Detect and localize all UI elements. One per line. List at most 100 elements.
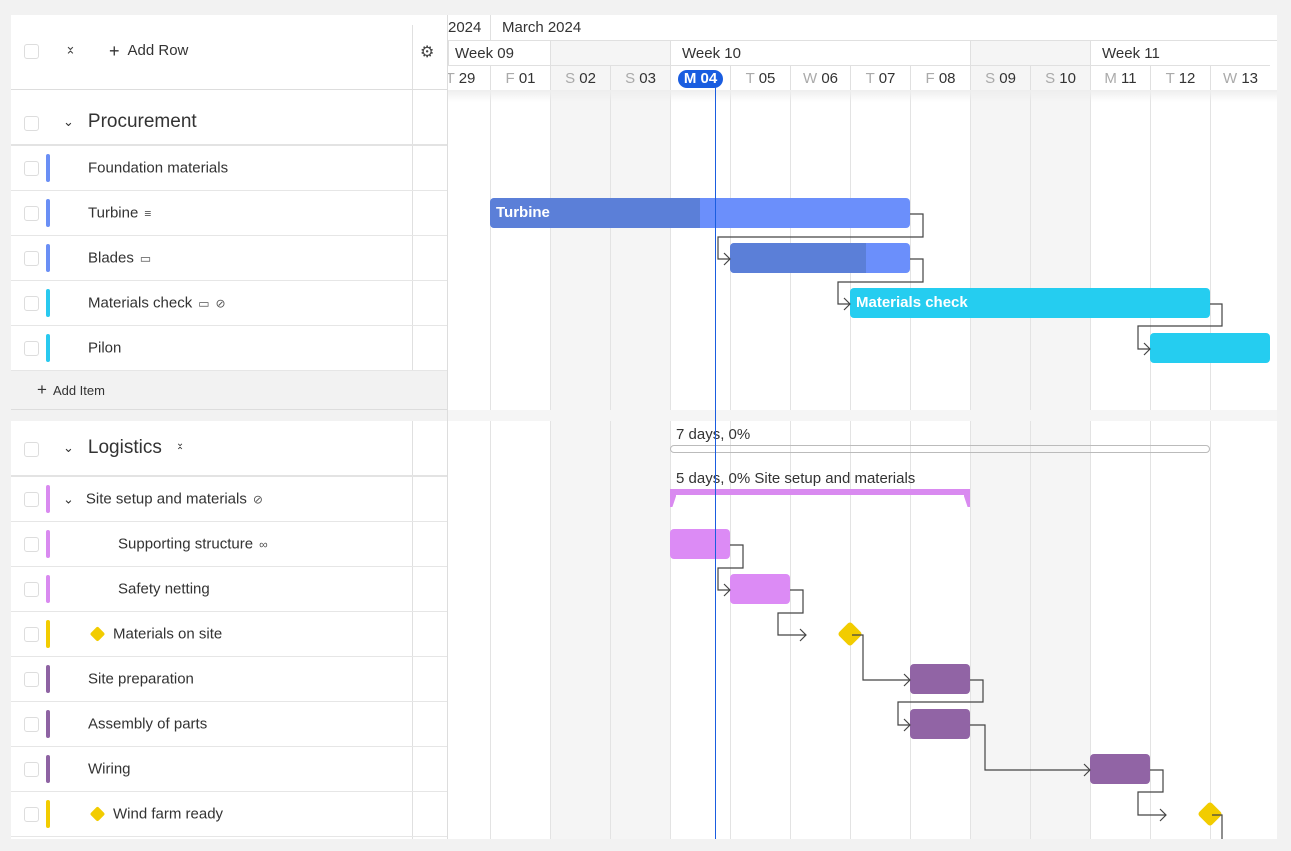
row-checkbox[interactable] (24, 442, 39, 457)
task-color-strip (46, 485, 50, 513)
task-bar[interactable] (910, 709, 970, 739)
header-shadow (448, 90, 1277, 102)
task-color-strip (46, 665, 50, 693)
row-checkbox[interactable] (24, 537, 39, 552)
task-color-strip (46, 620, 50, 648)
row-checkbox[interactable] (24, 492, 39, 507)
collapse-icon[interactable]: ⌄ ⌃ (175, 438, 185, 457)
task-bar[interactable] (910, 664, 970, 694)
link-icon[interactable]: ∞ (259, 537, 268, 551)
task-color-strip (46, 530, 50, 558)
parent-task-bracket[interactable] (670, 489, 970, 495)
row-checkbox[interactable] (24, 627, 39, 642)
day-header-11[interactable]: M 11 (1090, 65, 1150, 90)
progress-fill (730, 243, 866, 273)
day-header-01[interactable]: F 01 (490, 65, 550, 90)
group-gap (11, 410, 447, 421)
row-checkbox[interactable] (24, 807, 39, 822)
attachment-icon[interactable]: ⊘ (215, 296, 226, 310)
comment-icon[interactable]: ▭ (139, 251, 152, 265)
row-checkbox[interactable] (24, 341, 39, 356)
weekend-week-header (970, 40, 1090, 65)
chevron-down-icon[interactable]: ⌄ (63, 440, 74, 455)
task-row[interactable]: Foundation materials (11, 146, 447, 191)
task-bar[interactable] (670, 529, 730, 559)
day-gridline (790, 90, 791, 839)
task-color-strip (46, 710, 50, 738)
collapse-all-icon[interactable]: ⌄ ⌃ (65, 38, 76, 63)
task-bar[interactable] (1090, 754, 1150, 784)
milestone-marker[interactable] (837, 621, 863, 647)
task-bar[interactable] (730, 243, 910, 273)
row-checkbox[interactable] (24, 116, 39, 131)
row-checkbox[interactable] (24, 672, 39, 687)
summary-label: 5 days, 0% Site setup and materials (676, 470, 916, 487)
task-bar[interactable] (1150, 333, 1270, 363)
dependency-line[interactable] (852, 634, 910, 681)
row-checkbox[interactable] (24, 717, 39, 732)
task-name: Safety netting (118, 580, 210, 598)
bracket-end (964, 489, 970, 507)
task-row[interactable]: Supporting structure ∞ (11, 522, 447, 567)
day-header-04[interactable]: M 04 (670, 65, 730, 90)
task-bar[interactable]: Materials check (850, 288, 1210, 318)
settings-gear-icon[interactable]: ⚙ (420, 44, 435, 61)
add-item-button[interactable]: + Add Item (11, 371, 447, 410)
day-header-09[interactable]: S 09 (970, 65, 1030, 90)
progress-fill (490, 198, 700, 228)
task-bar[interactable]: Turbine (490, 198, 910, 228)
task-row[interactable]: Wiring (11, 747, 447, 792)
task-row[interactable]: ⌄ Site setup and materials ⊘ (11, 477, 447, 522)
row-checkbox[interactable] (24, 296, 39, 311)
row-checkbox[interactable] (24, 582, 39, 597)
week-header: Week 09 (448, 40, 550, 65)
task-color-strip (46, 199, 50, 227)
row-checkbox[interactable] (24, 251, 39, 266)
task-row[interactable]: Wind farm ready (11, 792, 447, 837)
day-gridline (550, 90, 551, 839)
row-checkbox[interactable] (24, 161, 39, 176)
task-row[interactable]: Pilon (11, 326, 447, 371)
add-row-button[interactable]: + Add Row (109, 41, 189, 61)
today-line (715, 83, 716, 839)
weekend-shade (970, 90, 1030, 839)
day-header-07[interactable]: T 07 (850, 65, 910, 90)
chevron-down-icon[interactable]: ⌄ (63, 114, 74, 129)
group-summary-bar[interactable] (670, 445, 1210, 453)
task-bar[interactable] (730, 574, 790, 604)
bracket-end (670, 489, 676, 507)
task-row[interactable]: Materials check ▭ ⊘ (11, 281, 447, 326)
day-gridline (610, 90, 611, 839)
day-header-08[interactable]: F 08 (910, 65, 970, 90)
task-row[interactable]: Safety netting (11, 567, 447, 612)
day-gridline (1030, 90, 1031, 839)
attachment-icon[interactable]: ⊘ (252, 492, 263, 506)
select-all-checkbox[interactable] (24, 44, 39, 59)
task-name: Wiring (88, 760, 131, 778)
day-header-06[interactable]: W 06 (790, 65, 850, 90)
task-row[interactable]: Site preparation (11, 657, 447, 702)
day-gridline (490, 90, 491, 839)
task-row[interactable]: Blades ▭ (11, 236, 447, 281)
chevron-down-icon[interactable]: ⌄ (63, 491, 74, 506)
task-name: Site setup and materials (85, 490, 247, 508)
task-row[interactable]: Materials on site (11, 612, 447, 657)
task-row[interactable]: Turbine ≡ (11, 191, 447, 236)
day-header-13[interactable]: W 13 (1210, 65, 1270, 90)
notes-icon[interactable]: ≡ (144, 206, 152, 220)
group-header-logistics[interactable]: ⌄ Logistics ⌄ ⌃ (11, 421, 447, 477)
milestone-marker[interactable] (1197, 801, 1223, 827)
day-header-12[interactable]: T 12 (1150, 65, 1210, 90)
day-header-05[interactable]: T 05 (730, 65, 790, 90)
row-checkbox[interactable] (24, 206, 39, 221)
task-row[interactable]: Assembly of parts (11, 702, 447, 747)
day-header-29[interactable]: T 29 (448, 65, 490, 90)
group-name: Procurement (87, 111, 197, 132)
row-checkbox[interactable] (24, 762, 39, 777)
day-header-10[interactable]: S 10 (1030, 65, 1090, 90)
task-name: Assembly of parts (88, 715, 208, 733)
group-header-procurement[interactable]: ⌄ Procurement (11, 100, 447, 146)
day-header-02[interactable]: S 02 (550, 65, 610, 90)
comment-icon[interactable]: ▭ (198, 296, 210, 310)
day-header-03[interactable]: S 03 (610, 65, 670, 90)
